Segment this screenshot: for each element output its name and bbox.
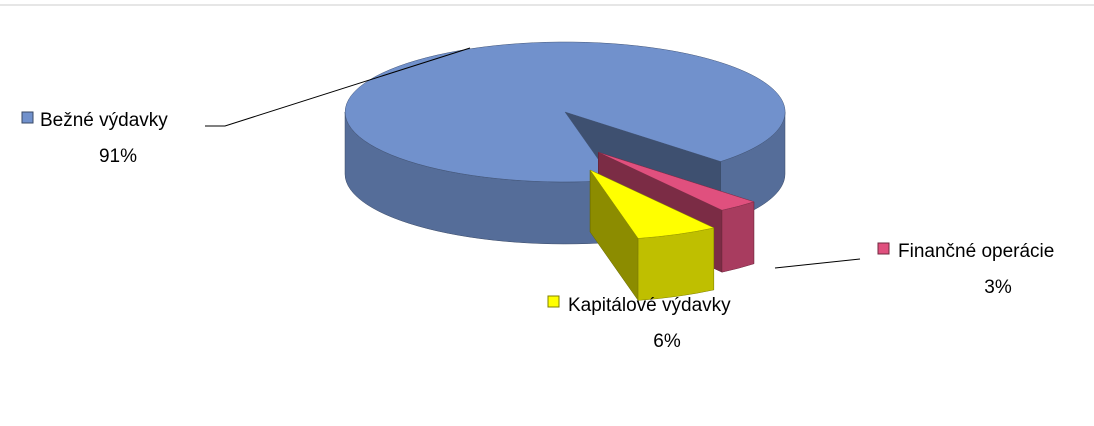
slice-side [637, 227, 715, 301]
leader-line [205, 47, 471, 127]
slice [589, 169, 715, 239]
slice [344, 41, 786, 183]
label-name: Finančné operácie [898, 241, 1054, 262]
label-value: 91% [99, 146, 137, 167]
leader-line [774, 258, 861, 269]
label-name: Kapitálové výdavky [568, 295, 731, 316]
label-value: 3% [984, 277, 1012, 298]
legend-key [21, 111, 34, 124]
legend-key [547, 295, 560, 308]
slice-side [721, 201, 755, 273]
label-name: Bežné výdavky [40, 110, 168, 131]
legend-key [877, 242, 890, 255]
label-value: 6% [653, 331, 681, 352]
slice [598, 152, 755, 211]
